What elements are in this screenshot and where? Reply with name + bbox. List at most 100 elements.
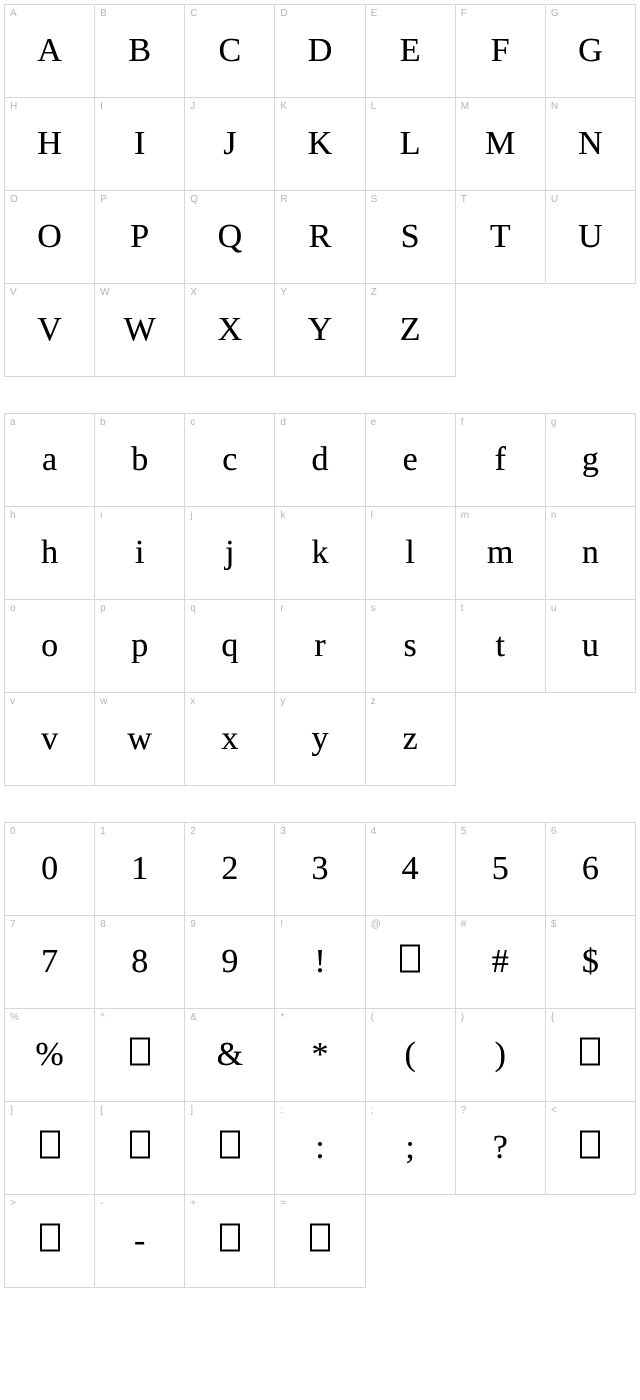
glyph-label: n bbox=[551, 510, 557, 521]
glyph-cell: yy bbox=[275, 693, 365, 786]
glyph-cell: ## bbox=[456, 916, 546, 1009]
glyph-cell: zz bbox=[366, 693, 456, 786]
glyph-cell: CC bbox=[185, 5, 275, 98]
glyph-char: 8 bbox=[131, 945, 148, 979]
glyph-char: ( bbox=[404, 1038, 415, 1072]
glyph-char: - bbox=[134, 1224, 145, 1258]
glyph-char: I bbox=[134, 127, 145, 161]
glyph-label: { bbox=[551, 1012, 554, 1023]
glyph-char: s bbox=[404, 629, 417, 663]
glyph-cell: 33 bbox=[275, 823, 365, 916]
glyph-label: ^ bbox=[100, 1012, 105, 1023]
glyph-cell: OO bbox=[5, 191, 95, 284]
glyph-label: w bbox=[100, 696, 107, 707]
glyph-char: K bbox=[308, 127, 333, 161]
glyph-label: B bbox=[100, 8, 107, 19]
glyph-label: = bbox=[280, 1198, 286, 1209]
glyph-char bbox=[130, 1131, 150, 1166]
glyph-label: T bbox=[461, 194, 467, 205]
glyph-char bbox=[40, 1131, 60, 1166]
glyph-label: N bbox=[551, 101, 558, 112]
glyph-label: 4 bbox=[371, 826, 377, 837]
glyph-char: w bbox=[127, 722, 152, 756]
glyph-cell: aa bbox=[5, 414, 95, 507]
glyph-char bbox=[130, 1038, 150, 1073]
glyph-label: c bbox=[190, 417, 195, 428]
glyph-cell: @ bbox=[366, 916, 456, 1009]
glyph-char: 0 bbox=[41, 852, 58, 886]
glyph-label: * bbox=[280, 1012, 284, 1023]
glyph-char: S bbox=[401, 220, 420, 254]
glyph-cell: mm bbox=[456, 507, 546, 600]
glyph-char: r bbox=[314, 629, 325, 663]
glyph-char: G bbox=[578, 34, 603, 68]
glyph-label: 9 bbox=[190, 919, 196, 930]
glyph-label: 1 bbox=[100, 826, 106, 837]
glyph-label: Z bbox=[371, 287, 377, 298]
glyph-cell: rr bbox=[275, 600, 365, 693]
glyph-cell: DD bbox=[275, 5, 365, 98]
glyph-label: j bbox=[190, 510, 192, 521]
glyph-char: Q bbox=[218, 220, 243, 254]
missing-glyph-icon bbox=[130, 1131, 150, 1159]
glyph-cell: BB bbox=[95, 5, 185, 98]
glyph-char: O bbox=[37, 220, 62, 254]
glyph-cell: 77 bbox=[5, 916, 95, 1009]
glyph-cell: 66 bbox=[546, 823, 636, 916]
glyph-cell: )) bbox=[456, 1009, 546, 1102]
glyph-char bbox=[580, 1038, 600, 1073]
glyph-label: < bbox=[551, 1105, 557, 1116]
glyph-label: } bbox=[10, 1105, 13, 1116]
glyph-cell: 55 bbox=[456, 823, 546, 916]
glyph-label: i bbox=[100, 510, 102, 521]
glyph-char: q bbox=[221, 629, 238, 663]
glyph-char: 1 bbox=[131, 852, 148, 886]
glyph-cell: 44 bbox=[366, 823, 456, 916]
glyph-char: h bbox=[41, 536, 58, 570]
glyph-label: S bbox=[371, 194, 378, 205]
glyph-char: p bbox=[131, 629, 148, 663]
glyph-cell: = bbox=[275, 1195, 365, 1288]
glyph-cell: ii bbox=[95, 507, 185, 600]
glyph-cell: ?? bbox=[456, 1102, 546, 1195]
glyph-cell: -- bbox=[95, 1195, 185, 1288]
glyph-cell: %% bbox=[5, 1009, 95, 1102]
glyph-char: V bbox=[37, 313, 62, 347]
glyph-label: 6 bbox=[551, 826, 557, 837]
glyph-char: f bbox=[495, 443, 506, 477]
glyph-label: : bbox=[280, 1105, 283, 1116]
glyph-cell: YY bbox=[275, 284, 365, 377]
glyph-cell: TT bbox=[456, 191, 546, 284]
glyph-char: e bbox=[403, 443, 418, 477]
glyph-cell: JJ bbox=[185, 98, 275, 191]
glyph-label: - bbox=[100, 1198, 103, 1209]
glyph-char: ? bbox=[493, 1131, 508, 1165]
glyph-char: : bbox=[315, 1131, 324, 1165]
glyph-label: H bbox=[10, 101, 17, 112]
glyph-cell: pp bbox=[95, 600, 185, 693]
glyph-label: r bbox=[280, 603, 283, 614]
glyph-cell: VV bbox=[5, 284, 95, 377]
glyph-char: R bbox=[309, 220, 332, 254]
glyph-char: X bbox=[218, 313, 243, 347]
glyph-char: ! bbox=[314, 945, 325, 979]
glyph-cell: :: bbox=[275, 1102, 365, 1195]
glyph-char: L bbox=[400, 127, 421, 161]
glyph-cell: vv bbox=[5, 693, 95, 786]
glyph-label: R bbox=[280, 194, 287, 205]
glyph-label: ( bbox=[371, 1012, 374, 1023]
missing-glyph-icon bbox=[130, 1038, 150, 1066]
glyph-label: s bbox=[371, 603, 376, 614]
glyph-cell: XX bbox=[185, 284, 275, 377]
glyph-cell: kk bbox=[275, 507, 365, 600]
glyph-cell: } bbox=[5, 1102, 95, 1195]
glyph-cell: II bbox=[95, 98, 185, 191]
glyph-cell: GG bbox=[546, 5, 636, 98]
glyph-char: g bbox=[582, 443, 599, 477]
glyph-char bbox=[400, 945, 420, 980]
glyph-label: u bbox=[551, 603, 557, 614]
glyph-char: C bbox=[219, 34, 242, 68]
glyph-cell: UU bbox=[546, 191, 636, 284]
glyph-char: z bbox=[403, 722, 418, 756]
glyph-cell: AA bbox=[5, 5, 95, 98]
